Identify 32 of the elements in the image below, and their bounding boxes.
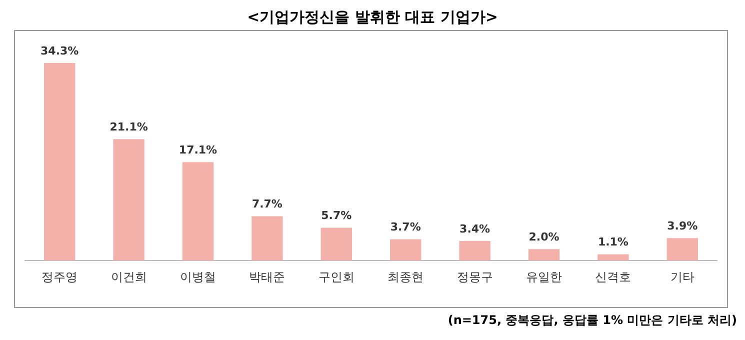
x-tick-label: 박태준 (249, 270, 286, 284)
x-tick-label: 신격호 (595, 270, 632, 284)
data-label: 1.1% (598, 236, 628, 249)
bar (252, 216, 283, 261)
bar (390, 239, 422, 261)
x-tick-label: 기타 (670, 270, 694, 284)
x-tick-label: 정주영 (42, 270, 78, 284)
text: (n=175, 중복응답, 응답률 1% 미만은 기타로 처리) (446, 312, 737, 329)
data-label: 3.7% (390, 220, 421, 234)
data-label: 2.0% (528, 230, 560, 244)
x-tick-label: 이건희 (110, 270, 147, 284)
bar (182, 162, 214, 261)
x-tick-label: 구인회 (318, 270, 354, 284)
x-tick-label: 이병철 (180, 270, 216, 284)
bar (459, 241, 490, 261)
x-tick-label: 최종현 (388, 270, 424, 284)
x-tick-label: 유일한 (526, 270, 562, 284)
chart-title: <기업가정신을 발휘한 대표 기업가> (246, 8, 499, 28)
data-label: 3.4% (460, 222, 490, 236)
bar (113, 139, 144, 261)
bar (528, 249, 560, 261)
data-label: 5.7% (321, 209, 352, 222)
data-label: 21.1% (110, 120, 148, 134)
bar (320, 228, 352, 261)
data-label: 17.1% (178, 143, 218, 156)
bar (44, 63, 76, 261)
x-tick-label: 정몽구 (456, 270, 493, 284)
bar (598, 254, 629, 261)
data-label: 3.9% (667, 219, 698, 232)
data-label: 7.7% (252, 198, 282, 211)
bar (666, 238, 698, 261)
data-label: 34.3% (40, 44, 79, 58)
